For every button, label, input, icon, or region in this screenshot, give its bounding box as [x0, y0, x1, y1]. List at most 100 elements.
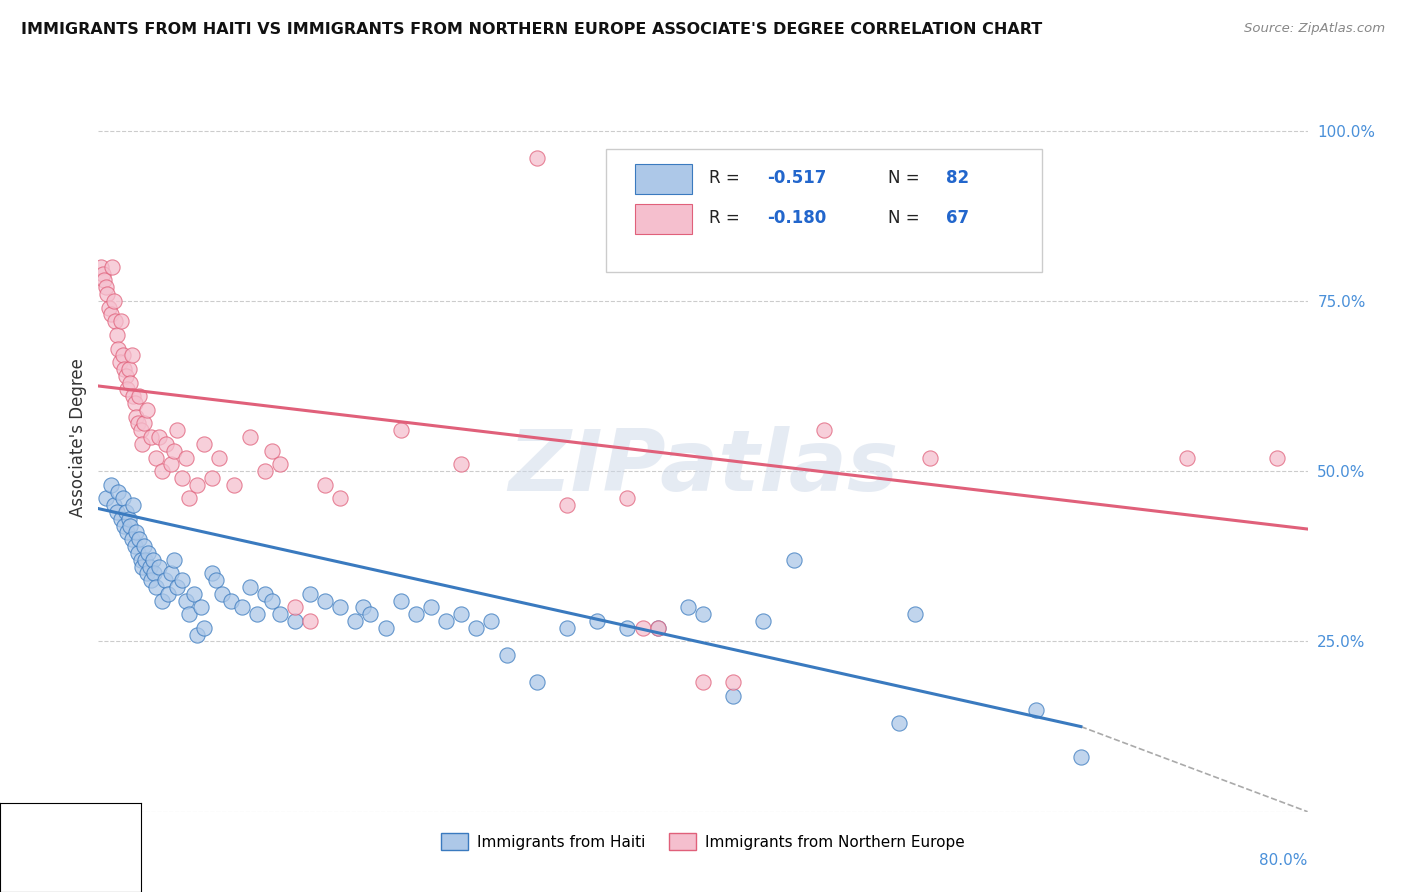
Point — [676, 600, 699, 615]
Point — [94, 491, 117, 506]
Point — [170, 573, 193, 587]
Point — [586, 614, 609, 628]
Point — [434, 614, 457, 628]
Point — [145, 580, 167, 594]
Point — [124, 396, 146, 410]
Point — [783, 552, 806, 566]
Point — [170, 471, 193, 485]
Point — [405, 607, 427, 622]
Point — [166, 423, 188, 437]
Point — [723, 689, 745, 703]
Point — [246, 607, 269, 622]
Text: IMMIGRANTS FROM HAITI VS IMMIGRANTS FROM NORTHERN EUROPE ASSOCIATE'S DEGREE CORR: IMMIGRANTS FROM HAITI VS IMMIGRANTS FROM… — [21, 22, 1042, 37]
Point — [114, 505, 136, 519]
Point — [125, 525, 148, 540]
Point — [110, 314, 132, 328]
Point — [141, 430, 163, 444]
Point — [269, 607, 291, 622]
Point — [183, 587, 205, 601]
Point — [329, 491, 352, 506]
Point — [190, 600, 212, 615]
Legend: Immigrants from Haiti, Immigrants from Northern Europe: Immigrants from Haiti, Immigrants from N… — [434, 827, 972, 856]
Point — [314, 593, 336, 607]
Point — [262, 593, 284, 607]
Point — [299, 614, 322, 628]
Point — [155, 437, 177, 451]
Point — [163, 443, 186, 458]
Point — [132, 417, 155, 431]
Point — [166, 580, 188, 594]
Point — [141, 573, 163, 587]
Point — [131, 437, 153, 451]
Point — [163, 552, 186, 566]
Point — [160, 566, 183, 581]
Point — [179, 491, 201, 506]
Point — [100, 308, 122, 322]
Point — [90, 260, 112, 274]
Point — [450, 458, 472, 472]
Point — [131, 559, 153, 574]
Point — [314, 477, 336, 491]
Point — [118, 512, 141, 526]
Point — [153, 573, 176, 587]
Point — [647, 621, 669, 635]
Point — [389, 593, 412, 607]
Point — [752, 614, 775, 628]
Point — [135, 566, 157, 581]
Point — [201, 566, 224, 581]
Text: -0.517: -0.517 — [768, 169, 827, 186]
Point — [1175, 450, 1198, 465]
FancyBboxPatch shape — [636, 164, 692, 194]
Point — [105, 505, 128, 519]
Point — [112, 362, 135, 376]
Point — [360, 607, 382, 622]
Point — [132, 539, 155, 553]
Point — [1267, 450, 1289, 465]
Point — [813, 423, 835, 437]
Point — [374, 621, 396, 635]
Point — [103, 498, 125, 512]
Point — [420, 600, 443, 615]
Point — [224, 477, 246, 491]
Point — [136, 546, 159, 560]
Point — [127, 417, 149, 431]
Point — [723, 675, 745, 690]
Point — [201, 471, 224, 485]
Point — [221, 593, 243, 607]
Point — [450, 607, 472, 622]
FancyBboxPatch shape — [636, 204, 692, 234]
Point — [134, 552, 156, 566]
Point — [103, 293, 125, 308]
Text: Source: ZipAtlas.com: Source: ZipAtlas.com — [1244, 22, 1385, 36]
Point — [94, 280, 117, 294]
Point — [526, 151, 548, 165]
Point — [128, 389, 150, 403]
Point — [179, 607, 201, 622]
Point — [91, 267, 114, 281]
Point — [329, 600, 352, 615]
Point — [98, 301, 121, 315]
Point — [208, 450, 231, 465]
Point — [186, 627, 208, 641]
Y-axis label: Associate's Degree: Associate's Degree — [69, 358, 87, 516]
Point — [121, 533, 143, 547]
Point — [127, 546, 149, 560]
Point — [108, 355, 131, 369]
Point — [555, 621, 578, 635]
Point — [96, 287, 118, 301]
Point — [114, 368, 136, 383]
Point — [122, 498, 145, 512]
Text: N =: N = — [889, 209, 925, 227]
Point — [284, 614, 307, 628]
Point — [115, 525, 138, 540]
Point — [93, 273, 115, 287]
Text: 80.0%: 80.0% — [1260, 853, 1308, 868]
Point — [150, 593, 173, 607]
Point — [193, 437, 215, 451]
Text: N =: N = — [889, 169, 925, 186]
Point — [692, 607, 714, 622]
Point — [111, 491, 134, 506]
Point — [107, 484, 129, 499]
Text: ZIPatlas: ZIPatlas — [508, 425, 898, 508]
Text: 82: 82 — [946, 169, 969, 186]
